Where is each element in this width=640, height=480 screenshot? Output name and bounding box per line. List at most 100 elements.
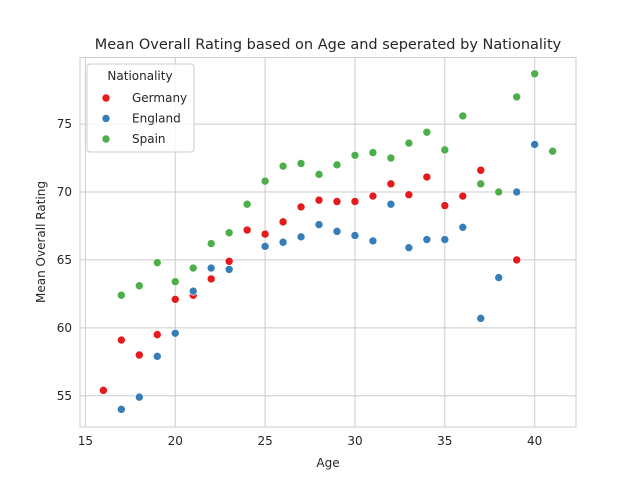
data-point [152, 352, 162, 361]
legend-box [86, 63, 195, 153]
y-tick-label: 65 [57, 253, 72, 267]
data-point [440, 201, 450, 210]
data-point [350, 231, 360, 240]
data-point [117, 405, 126, 414]
data-point [188, 263, 198, 273]
legend-marker [101, 93, 111, 103]
legend-marker [101, 114, 111, 123]
data-point [404, 138, 414, 148]
data-point [368, 148, 378, 157]
data-point [170, 277, 180, 286]
data-point [278, 237, 288, 247]
series-england [117, 140, 539, 414]
legend-entry-label: England [132, 112, 181, 126]
data-point [117, 335, 126, 345]
data-point [512, 187, 521, 197]
data-point [314, 195, 324, 205]
legend-entries: Germany England Spain [101, 91, 187, 146]
x-tick-label: 40 [527, 434, 542, 448]
data-point [224, 265, 234, 274]
data-point [188, 286, 198, 296]
data-point [206, 274, 216, 284]
data-point [386, 199, 396, 209]
data-point [512, 255, 521, 265]
data-point [476, 165, 486, 175]
data-point [296, 202, 306, 212]
data-point [458, 191, 468, 201]
data-point [117, 290, 126, 300]
data-point [135, 281, 144, 291]
plot-frame [79, 57, 577, 428]
y-tick-label: 60 [57, 321, 72, 335]
data-point [314, 170, 324, 179]
data-point [99, 386, 108, 395]
data-point [170, 328, 180, 338]
data-point [135, 392, 144, 402]
data-point [242, 199, 252, 209]
series-germany [99, 165, 521, 395]
data-point [530, 69, 539, 79]
data-point [242, 225, 252, 235]
legend: Nationality Germany England Spain [86, 63, 195, 153]
x-tick-label: 35 [437, 434, 452, 448]
data-point [224, 228, 234, 238]
data-point [350, 151, 360, 160]
data-point [476, 179, 486, 189]
y-tick-label: 70 [57, 185, 72, 199]
data-point [368, 236, 378, 246]
x-tick-label: 25 [257, 434, 272, 448]
y-tick-label: 55 [57, 389, 72, 403]
y-tick-label: 75 [57, 117, 72, 131]
data-point [422, 127, 432, 137]
data-point [422, 235, 432, 244]
data-point [476, 314, 486, 323]
legend-title: Nationality [107, 69, 172, 83]
data-point [368, 191, 378, 201]
data-point [296, 232, 306, 242]
data-point [260, 176, 270, 186]
data-point [332, 227, 342, 236]
data-point [548, 146, 557, 156]
chart-title: Mean Overall Rating based on Age and sep… [95, 37, 562, 53]
x-tick-label: 20 [168, 434, 183, 448]
data-point [206, 239, 216, 248]
data-point [386, 153, 396, 163]
data-point [440, 145, 450, 155]
data-point [332, 197, 342, 206]
legend-entry-label: Germany [132, 91, 187, 105]
data-point [386, 179, 396, 189]
data-point [152, 330, 162, 339]
data-point [296, 159, 306, 168]
data-point [494, 187, 504, 197]
x-tick-label: 30 [347, 434, 362, 448]
data-point [404, 190, 414, 200]
data-point [404, 243, 414, 252]
data-point [422, 172, 432, 182]
x-axis-label: Age [316, 456, 339, 470]
data-point [350, 197, 360, 206]
legend-entry-label: Spain [132, 132, 166, 146]
data-point [224, 256, 234, 266]
data-point [278, 161, 288, 171]
data-point [458, 223, 468, 232]
data-point [135, 350, 144, 360]
data-point [206, 263, 216, 273]
axis-ticks: 15 20 25 30 35 40 55 60 65 70 75 [57, 117, 543, 448]
data-point [332, 160, 342, 170]
x-tick-label: 15 [78, 434, 93, 448]
legend-marker [101, 134, 111, 144]
data-point [260, 242, 270, 251]
data-point [440, 235, 450, 244]
data-points [99, 69, 557, 414]
y-axis-label: Mean Overall Rating [34, 181, 48, 303]
data-point [314, 220, 324, 229]
series-spain [117, 69, 557, 300]
data-point [260, 229, 270, 239]
data-point [494, 273, 504, 282]
data-point [458, 111, 468, 121]
data-point [530, 140, 539, 149]
data-point [278, 217, 288, 227]
data-point [152, 258, 162, 267]
data-point [170, 295, 180, 304]
